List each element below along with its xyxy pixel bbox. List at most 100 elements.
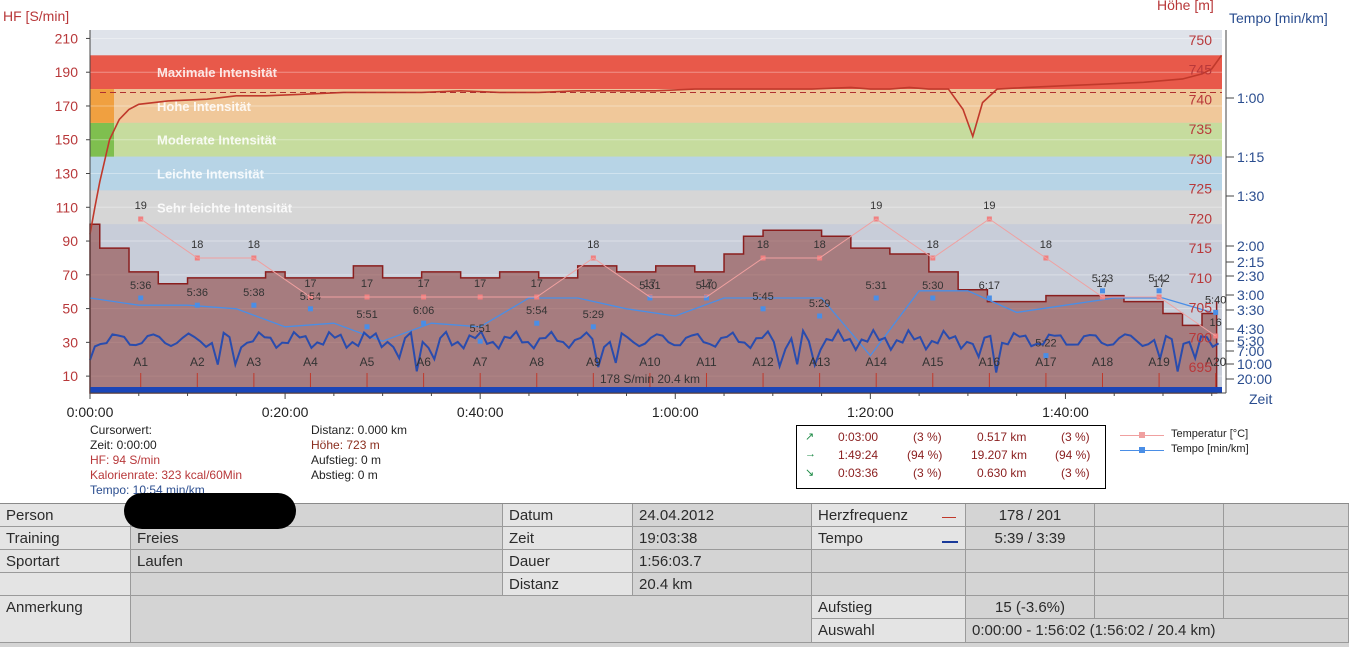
- hoehe-tick-label: 710: [1189, 270, 1213, 286]
- temperature-label: 19: [870, 200, 882, 212]
- hoehe-tick-label: 740: [1189, 91, 1213, 107]
- lap-label: A9: [586, 355, 601, 369]
- hf-tick-label: 50: [62, 301, 78, 317]
- tempo-point: [930, 295, 936, 301]
- tempo-label: 5:36: [130, 280, 151, 292]
- temperature-label: 18: [191, 239, 203, 251]
- cursor-zeit: Zeit: 0:00:00: [90, 438, 157, 452]
- tempo-label: 5:54: [526, 305, 547, 317]
- tempo-point: [364, 324, 370, 330]
- hf-tick-label: 110: [56, 199, 79, 215]
- hf-tick-label: 190: [55, 64, 79, 80]
- label-training: Training: [0, 527, 131, 550]
- x-tick-label: 0:40:00: [457, 404, 504, 420]
- tempo-point: [1100, 288, 1106, 294]
- tempo-point: [590, 324, 596, 330]
- tempo-point: [1156, 288, 1162, 294]
- value-sportart[interactable]: Laufen: [131, 550, 503, 573]
- hoehe-tick-label: 700: [1189, 329, 1213, 345]
- temperature-label: 19: [135, 200, 147, 212]
- temperature-label: 18: [1040, 239, 1052, 251]
- lap-label: A16: [979, 355, 1001, 369]
- tempo-label: 5:51: [469, 323, 490, 335]
- lap-label: A3: [247, 355, 262, 369]
- value-training[interactable]: Freies: [131, 527, 503, 550]
- label-datum: Datum: [503, 504, 633, 527]
- label-zeit: Zeit: [503, 527, 633, 550]
- value-herzfrequenz: 178 / 201: [966, 504, 1095, 527]
- tempo-label: 5:36: [187, 287, 208, 299]
- cursor-aufstieg: Aufstieg: 0 m: [311, 453, 382, 467]
- zone-label: Maximale Intensität: [157, 65, 278, 80]
- hf-axis-title: HF [S/min]: [3, 8, 70, 24]
- lap-label: A4: [303, 355, 318, 369]
- zone-label: Moderate Intensität: [157, 133, 277, 148]
- label-distanz: Distanz: [503, 573, 633, 596]
- value-aufstieg: 15 (-3.6%): [966, 596, 1095, 619]
- lap-label: A11: [696, 355, 717, 369]
- tempo-point: [760, 306, 766, 312]
- temperature-label: 18: [927, 239, 939, 251]
- plot-top-band: [90, 30, 1222, 56]
- tempo-point: [1213, 309, 1219, 315]
- tempo-point: [477, 338, 483, 344]
- tempo-tick-label: 2:15: [1237, 254, 1264, 270]
- zone-label: Sehr leichte Intensität: [157, 200, 293, 215]
- activity-chart[interactable]: Maximale Intensität Hohe Intensität Modera…: [0, 0, 1349, 500]
- zone-band: [90, 55, 1222, 90]
- hoehe-tick-label: 695: [1189, 359, 1213, 375]
- hf-tick-label: 210: [55, 30, 79, 46]
- x-axis-title: Zeit: [1249, 391, 1272, 407]
- lap-label: A12: [752, 355, 774, 369]
- label-person: Person: [0, 504, 131, 527]
- tempo-label: 5:45: [752, 291, 773, 303]
- tempo-axis-title: Tempo [min/km]: [1229, 10, 1328, 26]
- hf-tick-label: 150: [55, 132, 79, 148]
- value-datum: 24.04.2012: [633, 504, 812, 527]
- cursor-kalorien: Kalorienrate: 323 kcal/60Min: [90, 468, 243, 482]
- slope-summary-box: ↗ 0:03:00 (3 %) 0.517 km (3 %) → 1:49:24…: [796, 425, 1106, 489]
- hoehe-tick-label: 720: [1189, 210, 1213, 226]
- cursor-distanz: Distanz: 0.000 km: [311, 423, 408, 437]
- tempo-label: 5:40: [1205, 294, 1226, 306]
- hf-tick-label: 90: [62, 233, 78, 249]
- temperature-label: 18: [757, 239, 769, 251]
- hf-tick-label: 10: [62, 368, 78, 384]
- tempo-label: 5:51: [356, 309, 377, 321]
- temperature-label: 18: [814, 239, 826, 251]
- cursor-abstieg: Abstieg: 0 m: [311, 468, 378, 482]
- temperature-label: 17: [700, 278, 712, 290]
- lap-label: A2: [190, 355, 205, 369]
- cursor-hoehe: Höhe: 723 m: [311, 438, 380, 452]
- arrow-up-right-icon: ↗: [805, 431, 815, 443]
- temperature-label: 17: [417, 278, 429, 290]
- tempo-label: 6:17: [979, 280, 1000, 292]
- lap-label: A8: [529, 355, 544, 369]
- cursor-hf: HF: 94 S/min: [90, 453, 161, 467]
- tempo-label: 5:23: [1092, 273, 1113, 285]
- hoehe-tick-label: 730: [1189, 151, 1213, 167]
- series-hoehe-area: [89, 223, 1218, 394]
- summary-row-up: ↗ 0:03:00 (3 %) 0.517 km (3 %): [805, 430, 1090, 444]
- tempo-tick-label: 3:00: [1237, 287, 1264, 303]
- value-anmerkung[interactable]: [131, 596, 812, 643]
- x-tick-label: 1:40:00: [1042, 404, 1089, 420]
- tempo-tick-label: 1:15: [1237, 149, 1264, 165]
- tempo-label: 6:06: [413, 305, 434, 317]
- value-person[interactable]: [131, 504, 503, 527]
- tempo-point: [307, 306, 313, 312]
- cursor-info-left: Cursorwert: Zeit: 0:00:00 HF: 94 S/min K…: [90, 423, 242, 498]
- hf-tick-label: 130: [55, 166, 79, 182]
- label-dauer: Dauer: [503, 550, 633, 573]
- lap-label: A19: [1148, 355, 1170, 369]
- series-temperature-line: [140, 218, 1216, 337]
- tempo-tick-label: 4:30: [1237, 321, 1264, 337]
- lap-label: A1: [133, 355, 148, 369]
- label-sportart: Sportart: [0, 550, 131, 573]
- hoehe-tick-label: 735: [1189, 121, 1213, 137]
- tempo-point: [138, 295, 144, 301]
- value-auswahl: 0:00:00 - 1:56:02 (1:56:02 / 20.4 km): [966, 619, 1349, 643]
- tempo-point: [421, 320, 427, 326]
- temperature-label: 17: [361, 278, 373, 290]
- temperature-label: 17: [531, 278, 543, 290]
